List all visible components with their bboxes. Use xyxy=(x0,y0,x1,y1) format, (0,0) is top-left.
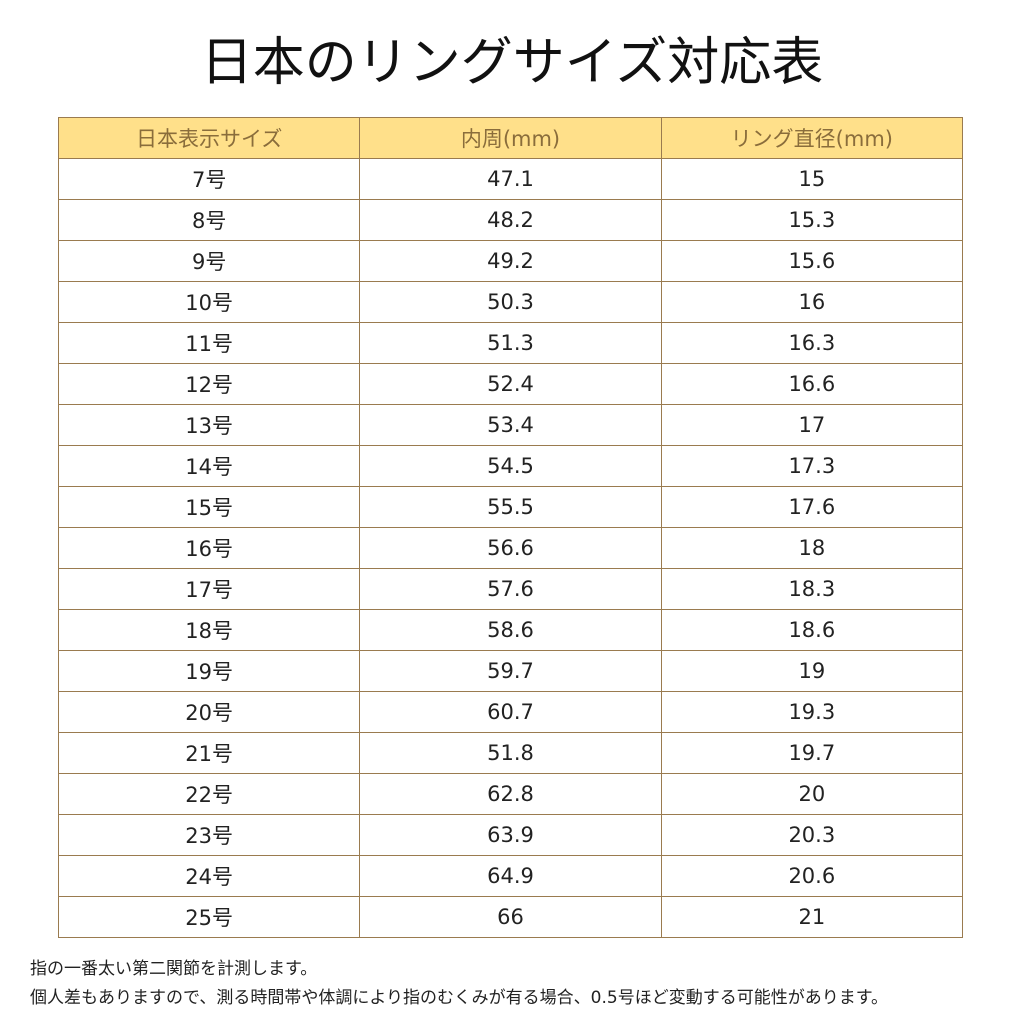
circumference-cell: 49.2 xyxy=(359,240,662,282)
diameter-cell: 17.6 xyxy=(660,486,964,528)
table-row: 12号 52.4 16.6 xyxy=(57,363,964,405)
size-cell: 25号 xyxy=(57,896,361,938)
size-cell: 19号 xyxy=(57,650,361,692)
size-cell: 13号 xyxy=(57,404,361,446)
table-row: 11号 51.3 16.3 xyxy=(57,322,964,364)
circumference-cell: 51.3 xyxy=(359,322,662,364)
circumference-cell: 54.5 xyxy=(359,445,662,487)
diameter-cell: 19.7 xyxy=(660,732,964,774)
diameter-cell: 16.6 xyxy=(660,363,964,405)
size-cell: 24号 xyxy=(57,855,361,897)
size-cell: 21号 xyxy=(57,732,361,774)
diameter-cell: 19.3 xyxy=(660,691,964,733)
size-cell: 18号 xyxy=(57,609,361,651)
note-line: 個人差もありますので、測る時間帯や体調により指のむくみが有る場合、0.5号ほど変… xyxy=(30,988,888,1008)
table-row: 24号 64.9 20.6 xyxy=(57,855,964,897)
circumference-cell: 59.7 xyxy=(359,650,662,692)
table-row: 25号 66 21 xyxy=(57,896,964,938)
table-row: 19号 59.7 19 xyxy=(57,650,964,692)
size-cell: 12号 xyxy=(57,363,361,405)
table-row: 20号 60.7 19.3 xyxy=(57,691,964,733)
table-row: 10号 50.3 16 xyxy=(57,281,964,323)
size-cell: 11号 xyxy=(57,322,361,364)
header-japan-size: 日本表示サイズ xyxy=(57,117,361,159)
table-row: 9号 49.2 15.6 xyxy=(57,240,964,282)
page-title: 日本のリングサイズ対応表 xyxy=(200,33,824,93)
diameter-cell: 20 xyxy=(660,773,964,815)
table-row: 21号 51.8 19.7 xyxy=(57,732,964,774)
circumference-cell: 52.4 xyxy=(359,363,662,405)
size-cell: 23号 xyxy=(57,814,361,856)
diameter-cell: 16 xyxy=(660,281,964,323)
size-cell: 9号 xyxy=(57,240,361,282)
table-row: 7号 47.1 15 xyxy=(57,158,964,200)
circumference-cell: 51.8 xyxy=(359,732,662,774)
circumference-cell: 66 xyxy=(359,896,662,938)
circumference-cell: 62.8 xyxy=(359,773,662,815)
circumference-cell: 48.2 xyxy=(359,199,662,241)
table-row: 17号 57.6 18.3 xyxy=(57,568,964,610)
note-line: 指の一番太い第二関節を計測します。 xyxy=(30,959,318,979)
ring-size-table: 日本表示サイズ 内周(mm) リング直径(mm) 7号 47.1 15 8号 48.2 1… xyxy=(57,117,964,938)
table-row: 22号 62.8 20 xyxy=(57,773,964,815)
table-row: 15号 55.5 17.6 xyxy=(57,486,964,528)
diameter-cell: 19 xyxy=(660,650,964,692)
diameter-cell: 20.6 xyxy=(660,855,964,897)
size-cell: 14号 xyxy=(57,445,361,487)
table-row: 18号 58.6 18.6 xyxy=(57,609,964,651)
diameter-cell: 17.3 xyxy=(660,445,964,487)
diameter-cell: 20.3 xyxy=(660,814,964,856)
size-cell: 10号 xyxy=(57,281,361,323)
circumference-cell: 50.3 xyxy=(359,281,662,323)
circumference-cell: 55.5 xyxy=(359,486,662,528)
table-row: 16号 56.6 18 xyxy=(57,527,964,569)
diameter-cell: 21 xyxy=(660,896,964,938)
diameter-cell: 18.6 xyxy=(660,609,964,651)
circumference-cell: 56.6 xyxy=(359,527,662,569)
diameter-cell: 17 xyxy=(660,404,964,446)
header-inner-circumference: 内周(mm) xyxy=(359,117,662,159)
circumference-cell: 47.1 xyxy=(359,158,662,200)
circumference-cell: 58.6 xyxy=(359,609,662,651)
circumference-cell: 64.9 xyxy=(359,855,662,897)
diameter-cell: 16.3 xyxy=(660,322,964,364)
size-cell: 20号 xyxy=(57,691,361,733)
table-header-row: 日本表示サイズ 内周(mm) リング直径(mm) xyxy=(57,117,964,159)
diameter-cell: 15 xyxy=(660,158,964,200)
size-cell: 22号 xyxy=(57,773,361,815)
table-row: 23号 63.9 20.3 xyxy=(57,814,964,856)
table-row: 14号 54.5 17.3 xyxy=(57,445,964,487)
size-cell: 16号 xyxy=(57,527,361,569)
circumference-cell: 63.9 xyxy=(359,814,662,856)
circumference-cell: 60.7 xyxy=(359,691,662,733)
circumference-cell: 57.6 xyxy=(359,568,662,610)
header-ring-diameter: リング直径(mm) xyxy=(660,117,964,159)
size-cell: 17号 xyxy=(57,568,361,610)
diameter-cell: 18.3 xyxy=(660,568,964,610)
diameter-cell: 15.6 xyxy=(660,240,964,282)
size-cell: 15号 xyxy=(57,486,361,528)
diameter-cell: 18 xyxy=(660,527,964,569)
notes: 指の一番太い第二関節を計測します。 個人差もありますので、測る時間帯や体調により… xyxy=(30,955,888,1013)
circumference-cell: 53.4 xyxy=(359,404,662,446)
size-cell: 8号 xyxy=(57,199,361,241)
size-cell: 7号 xyxy=(57,158,361,200)
diameter-cell: 15.3 xyxy=(660,199,964,241)
table-row: 8号 48.2 15.3 xyxy=(57,199,964,241)
table-row: 13号 53.4 17 xyxy=(57,404,964,446)
